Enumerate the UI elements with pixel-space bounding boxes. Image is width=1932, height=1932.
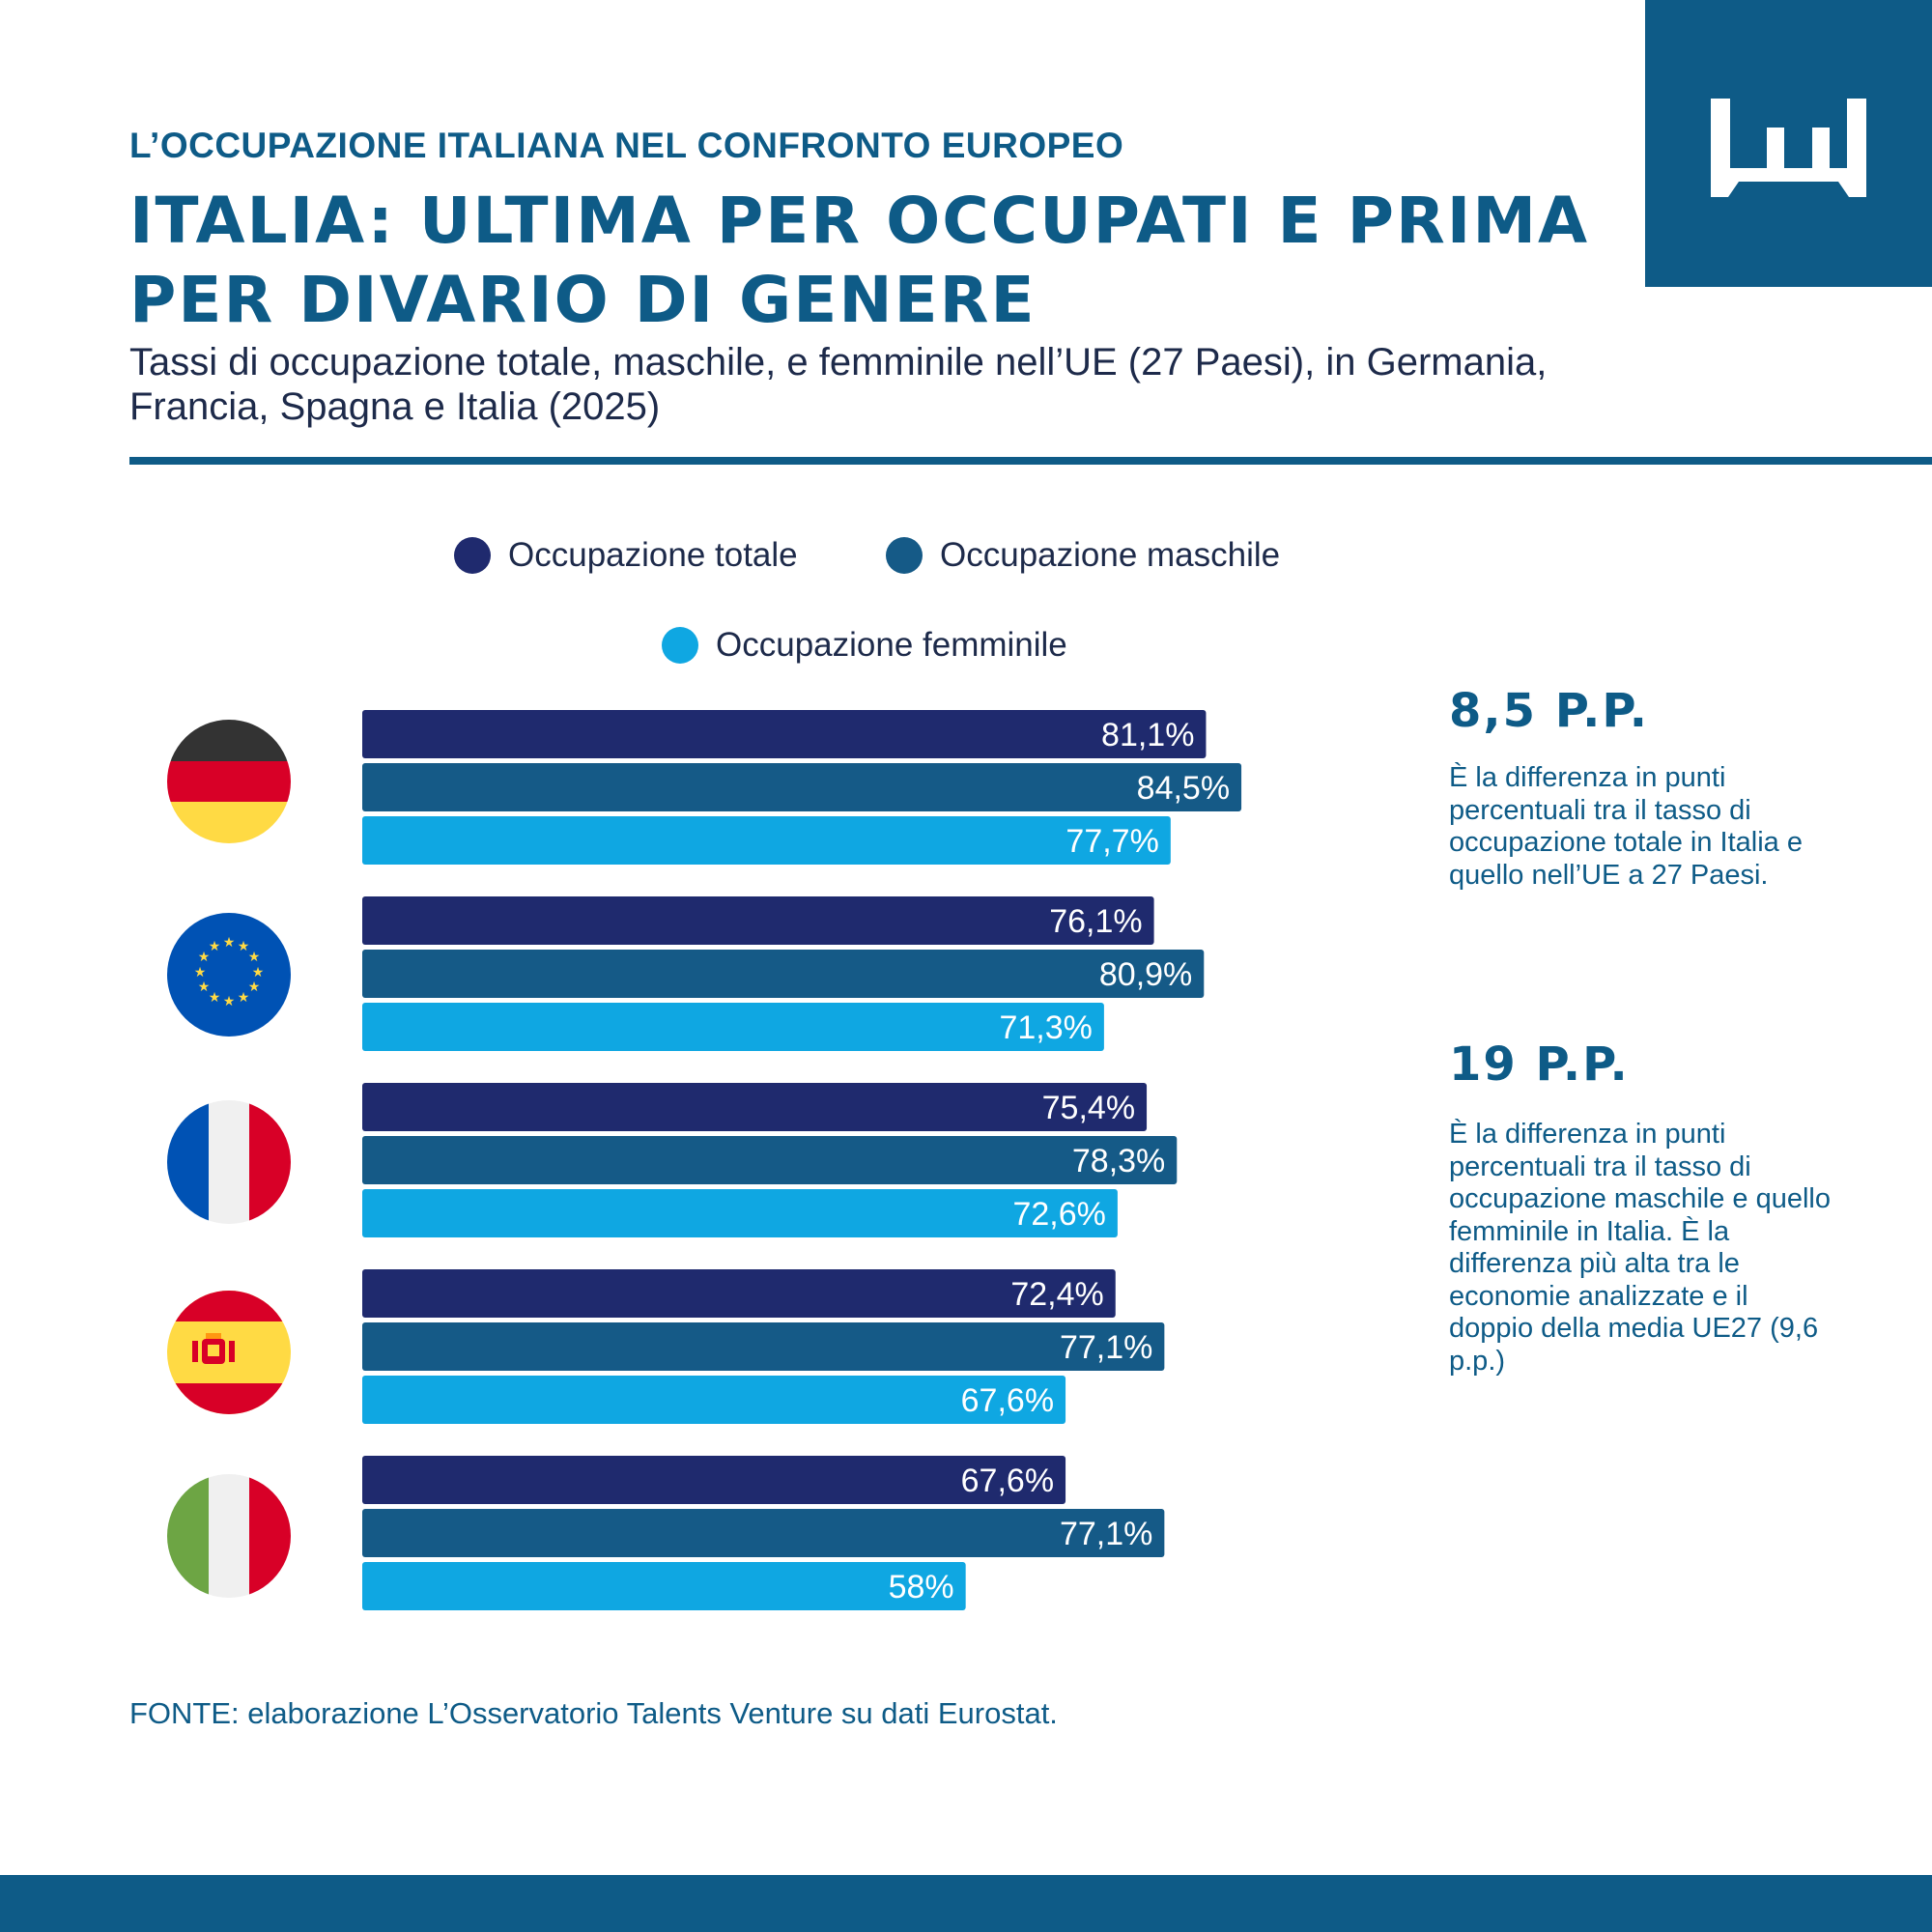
legend-swatch-maschile [886, 537, 923, 574]
svg-text:★: ★ [194, 965, 207, 980]
bar-label-germania-1: 84,5% [1137, 770, 1230, 807]
svg-text:★: ★ [209, 939, 221, 954]
header-divider [129, 457, 1932, 465]
eu-flag-icon: ★ ★ ★ ★ ★ ★ ★ ★ ★ ★ ★ ★ [167, 913, 291, 1037]
svg-text:★: ★ [223, 994, 236, 1009]
bar-francia-1 [362, 1136, 1178, 1184]
bar-label-italia-1: 77,1% [1060, 1516, 1152, 1552]
page-title: ITALIA: ULTIMA PER OCCUPATI E PRIMA PER … [129, 184, 1590, 337]
legend-item-femminile: Occupazione femminile [662, 626, 1067, 665]
callout-value-2: 19 P.P. [1449, 1037, 1630, 1092]
bar-label-francia-2: 72,6% [1012, 1196, 1105, 1233]
kicker: L’OCCUPAZIONE ITALIANA NEL CONFRONTO EUR… [129, 126, 1124, 165]
svg-text:★: ★ [198, 950, 211, 965]
bar-italia-2 [362, 1562, 966, 1610]
spain-flag-icon [167, 1291, 291, 1414]
page-subtitle: Tassi di occupazione totale, maschile, e… [129, 341, 1548, 428]
bar-label-spagna-1: 77,1% [1060, 1329, 1152, 1366]
callout-text-2: È la differenza in punti percentuali tra… [1449, 1119, 1831, 1377]
bar-ue27-2 [362, 1003, 1104, 1051]
footer-bar [0, 1875, 1932, 1932]
bar-ue27-1 [362, 950, 1205, 998]
bar-italia-0 [362, 1456, 1066, 1504]
bar-label-germania-0: 81,1% [1101, 717, 1194, 753]
callout-text-1: È la differenza in punti percentuali tra… [1449, 762, 1803, 891]
legend-swatch-totale [454, 537, 491, 574]
logo-box [1645, 0, 1932, 287]
bar-francia-2 [362, 1189, 1118, 1237]
legend-label-totale: Occupazione totale [508, 536, 798, 574]
callout-value-1: 8,5 P.P. [1449, 684, 1649, 738]
legend-label-femminile: Occupazione femminile [716, 626, 1067, 664]
bar-germania-2 [362, 816, 1171, 865]
svg-text:★: ★ [209, 990, 221, 1006]
bar-label-italia-0: 67,6% [961, 1463, 1054, 1499]
bar-label-ue27-0: 76,1% [1049, 903, 1142, 940]
svg-text:★: ★ [238, 990, 250, 1006]
svg-text:★: ★ [252, 965, 265, 980]
bar-francia-0 [362, 1083, 1148, 1131]
bar-label-francia-1: 78,3% [1072, 1143, 1165, 1179]
legend-item-maschile: Occupazione maschile [886, 536, 1280, 575]
bar-label-ue27-1: 80,9% [1099, 956, 1192, 993]
bar-spagna-2 [362, 1376, 1066, 1424]
bar-germania-0 [362, 710, 1207, 758]
bar-spagna-1 [362, 1322, 1165, 1371]
source-note: FONTE: elaborazione L’Osservatorio Talen… [129, 1696, 1058, 1730]
bar-label-germania-2: 77,7% [1065, 823, 1158, 860]
svg-text:★: ★ [248, 980, 261, 995]
svg-text:★: ★ [198, 980, 211, 995]
legend-item-totale: Occupazione totale [454, 536, 798, 575]
bar-ue27-0 [362, 896, 1154, 945]
bar-germania-1 [362, 763, 1242, 811]
svg-text:★: ★ [248, 950, 261, 965]
svg-text:★: ★ [238, 939, 250, 954]
svg-text:★: ★ [223, 935, 236, 951]
bar-label-francia-0: 75,4% [1042, 1090, 1135, 1126]
bar-italia-1 [362, 1509, 1165, 1557]
bar-label-italia-2: 58% [889, 1569, 954, 1605]
crown-logo-icon [1711, 99, 1866, 197]
bar-label-spagna-0: 72,4% [1010, 1276, 1103, 1313]
bar-label-ue27-2: 71,3% [999, 1009, 1092, 1046]
legend-label-maschile: Occupazione maschile [940, 536, 1281, 574]
bar-label-spagna-2: 67,6% [961, 1382, 1054, 1419]
bar-spagna-0 [362, 1269, 1116, 1318]
legend-swatch-femminile [662, 627, 698, 664]
